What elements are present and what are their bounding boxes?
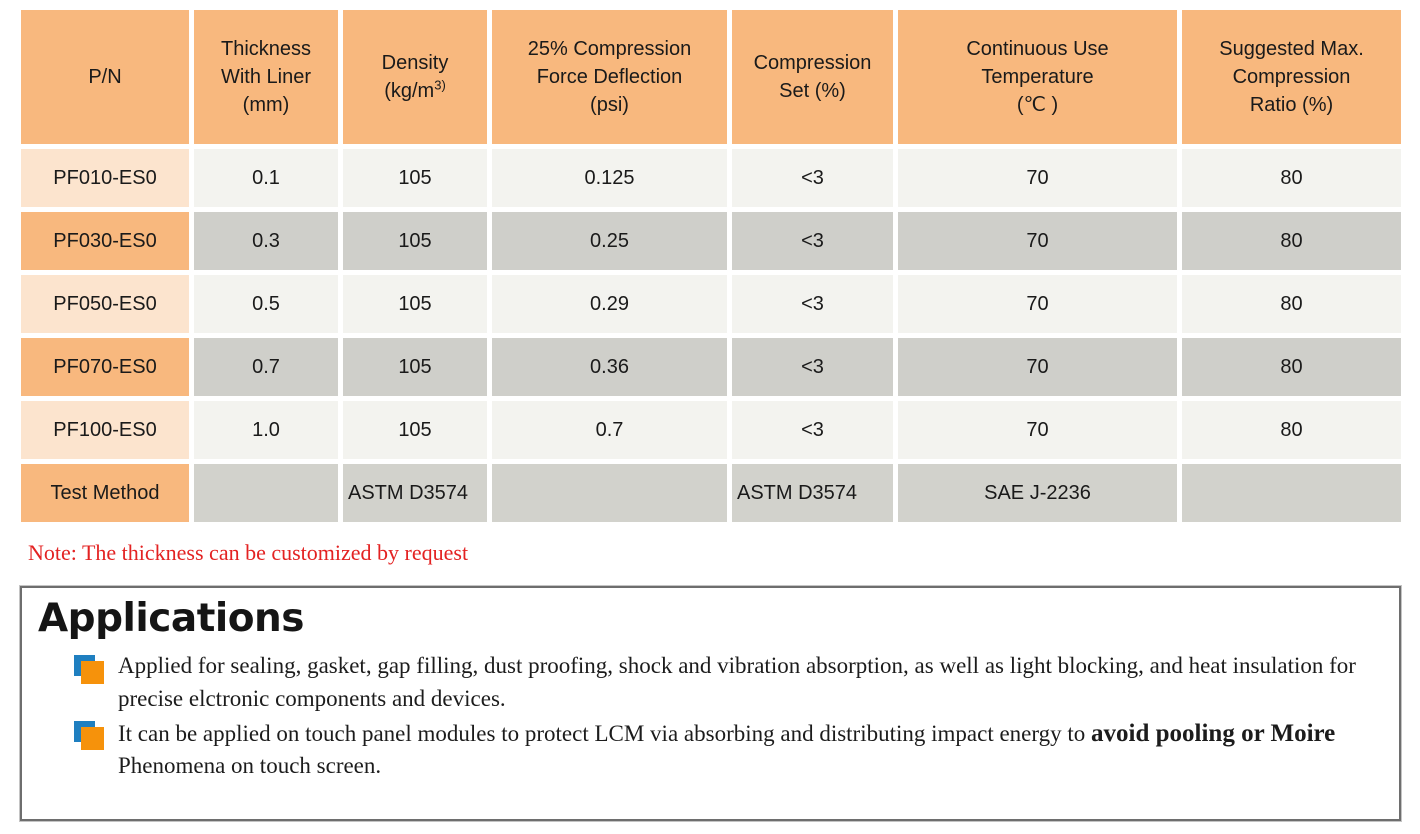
square-bullet-icon (74, 721, 106, 753)
thickness-cell: 0.5 (194, 275, 338, 333)
table-row: PF010-ES0 0.1 105 0.125 <3 70 80 (21, 149, 1401, 207)
ratio-test-cell (1182, 464, 1401, 522)
cfd-cell: 0.36 (492, 338, 727, 396)
header-compression-set: Compression Set (%) (732, 10, 893, 144)
ratio-cell: 80 (1182, 401, 1401, 459)
cfd-cell: 0.29 (492, 275, 727, 333)
thickness-cell: 0.1 (194, 149, 338, 207)
pn-cell: PF070-ES0 (21, 338, 189, 396)
thickness-cell: 1.0 (194, 401, 338, 459)
compression-set-cell: <3 (732, 338, 893, 396)
temperature-cell: 70 (898, 149, 1177, 207)
table-row: PF030-ES0 0.3 105 0.25 <3 70 80 (21, 212, 1401, 270)
thickness-note: Note: The thickness can be customized by… (28, 540, 469, 565)
temperature-test-cell: SAE J-2236 (898, 464, 1177, 522)
cfd-cell: 0.125 (492, 149, 727, 207)
compression-set-cell: <3 (732, 149, 893, 207)
header-continuous-use-temp: Continuous Use Temperature (℃ ) (898, 10, 1177, 144)
table-row: PF100-ES0 1.0 105 0.7 <3 70 80 (21, 401, 1401, 459)
cfd-cell: 0.7 (492, 401, 727, 459)
ratio-cell: 80 (1182, 338, 1401, 396)
pn-cell: PF030-ES0 (21, 212, 189, 270)
pn-cell: PF100-ES0 (21, 401, 189, 459)
ratio-cell: 80 (1182, 149, 1401, 207)
header-max-compression-ratio: Suggested Max. Compression Ratio (%) (1182, 10, 1401, 144)
compression-set-test-cell: ASTM D3574 (732, 464, 893, 522)
cfd-test-cell (492, 464, 727, 522)
header-thickness: Thickness With Liner (mm) (194, 10, 338, 144)
application-bullet-item: Applied for sealing, gasket, gap filling… (74, 651, 1399, 715)
density-cell: 105 (343, 149, 487, 207)
temperature-cell: 70 (898, 401, 1177, 459)
square-bullet-icon (74, 655, 106, 687)
density-test-cell: ASTM D3574 (343, 464, 487, 522)
compression-set-cell: <3 (732, 401, 893, 459)
application-bullet-text: It can be applied on touch panel modules… (118, 720, 1336, 778)
table-row: PF050-ES0 0.5 105 0.29 <3 70 80 (21, 275, 1401, 333)
header-pn: P/N (21, 10, 189, 144)
ratio-cell: 80 (1182, 275, 1401, 333)
density-cell: 105 (343, 212, 487, 270)
applications-section: Applications Applied for sealing, gasket… (20, 586, 1401, 821)
temperature-cell: 70 (898, 275, 1177, 333)
table-header-row: P/N Thickness With Liner (mm) Density (k… (21, 10, 1401, 144)
thickness-test-cell (194, 464, 338, 522)
test-method-label: Test Method (21, 464, 189, 522)
temperature-cell: 70 (898, 338, 1177, 396)
test-method-row: Test Method ASTM D3574 ASTM D3574 SAE J-… (21, 464, 1401, 522)
applications-title: Applications (38, 596, 304, 641)
cfd-cell: 0.25 (492, 212, 727, 270)
density-cell: 105 (343, 275, 487, 333)
table-row: PF070-ES0 0.7 105 0.36 <3 70 80 (21, 338, 1401, 396)
density-cell: 105 (343, 401, 487, 459)
header-cfd: 25% Compression Force Deflection (psi) (492, 10, 727, 144)
spec-table: P/N Thickness With Liner (mm) Density (k… (16, 5, 1406, 527)
thickness-cell: 0.7 (194, 338, 338, 396)
compression-set-cell: <3 (732, 275, 893, 333)
pn-cell: PF050-ES0 (21, 275, 189, 333)
header-density: Density (kg/m3) (343, 10, 487, 144)
header-pn-label: P/N (88, 66, 122, 88)
application-bullet-text: Applied for sealing, gasket, gap filling… (118, 653, 1356, 711)
temperature-cell: 70 (898, 212, 1177, 270)
thickness-cell: 0.3 (194, 212, 338, 270)
compression-set-cell: <3 (732, 212, 893, 270)
density-cell: 105 (343, 338, 487, 396)
application-bullet-item: It can be applied on touch panel modules… (74, 717, 1399, 781)
ratio-cell: 80 (1182, 212, 1401, 270)
pn-cell: PF010-ES0 (21, 149, 189, 207)
